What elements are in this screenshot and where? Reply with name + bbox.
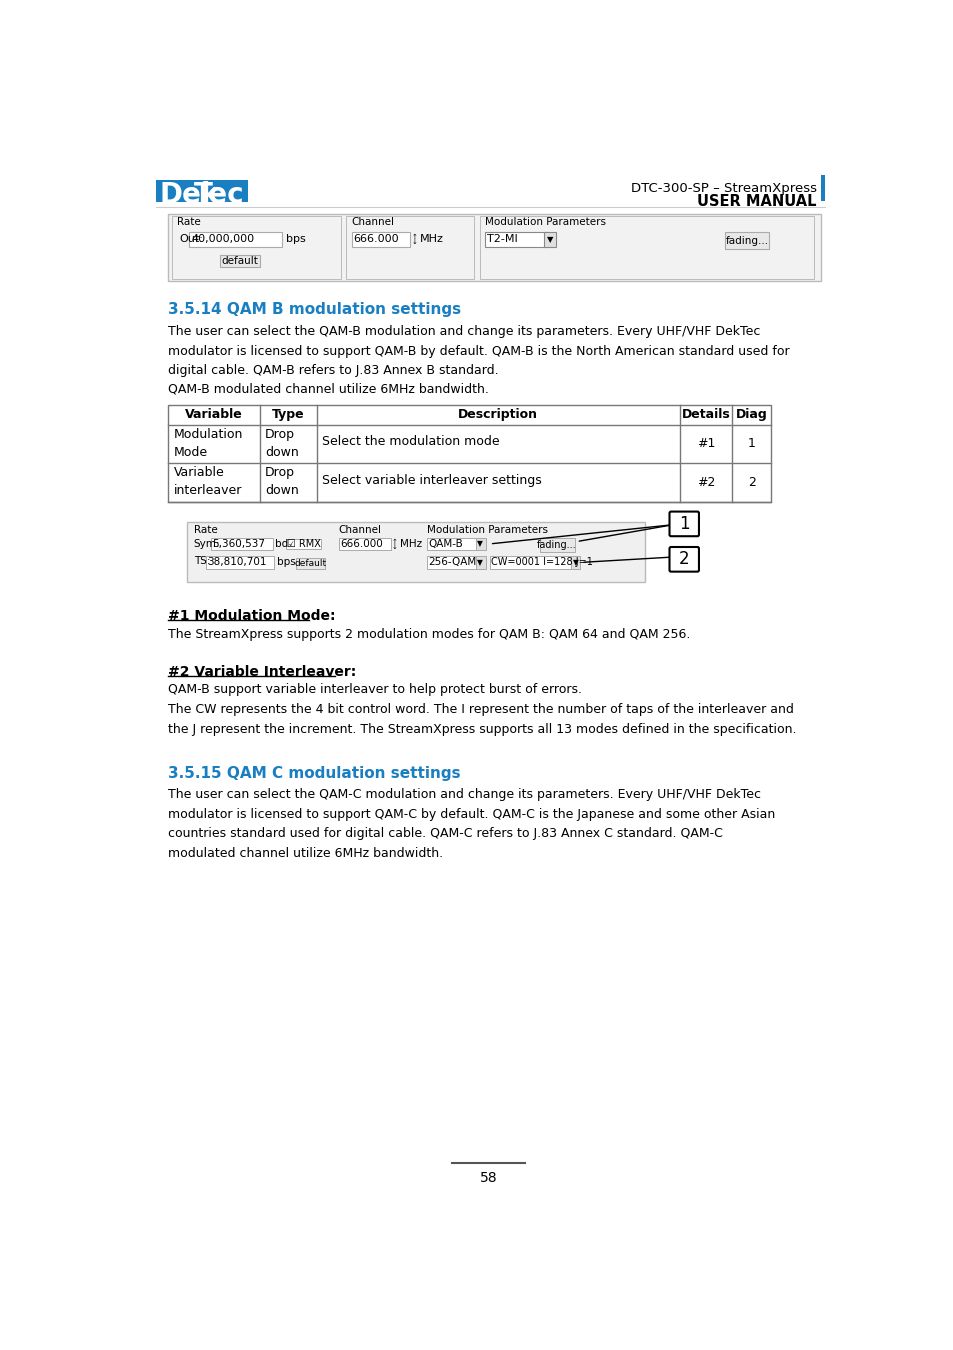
Text: bps: bps bbox=[286, 234, 305, 243]
Text: #1 Modulation Mode:: #1 Modulation Mode: bbox=[168, 609, 335, 624]
FancyBboxPatch shape bbox=[543, 232, 556, 247]
Text: DTC-300-SP – StreamXpress: DTC-300-SP – StreamXpress bbox=[630, 182, 816, 194]
Text: ▼: ▼ bbox=[572, 558, 578, 567]
Text: 2: 2 bbox=[679, 551, 689, 568]
FancyBboxPatch shape bbox=[346, 216, 474, 279]
Text: Drop
down: Drop down bbox=[265, 428, 298, 459]
Text: ↓: ↓ bbox=[392, 544, 397, 549]
Text: The StreamXpress supports 2 modulation modes for QAM B: QAM 64 and QAM 256.: The StreamXpress supports 2 modulation m… bbox=[168, 628, 690, 641]
FancyBboxPatch shape bbox=[211, 537, 273, 549]
Text: fading...: fading... bbox=[724, 235, 768, 246]
FancyBboxPatch shape bbox=[724, 232, 768, 248]
Text: bd: bd bbox=[274, 539, 288, 548]
Text: Modulation Parameters: Modulation Parameters bbox=[484, 217, 605, 227]
FancyBboxPatch shape bbox=[168, 213, 821, 281]
FancyBboxPatch shape bbox=[476, 556, 485, 568]
Text: ↓: ↓ bbox=[411, 239, 416, 244]
Text: 666.000: 666.000 bbox=[353, 234, 398, 243]
Text: Rate: Rate bbox=[193, 525, 217, 535]
FancyBboxPatch shape bbox=[427, 556, 479, 568]
Text: Details: Details bbox=[680, 408, 730, 421]
Text: 2: 2 bbox=[747, 475, 755, 489]
Text: Type: Type bbox=[272, 408, 304, 421]
FancyBboxPatch shape bbox=[484, 232, 548, 247]
Text: Variable
interleaver: Variable interleaver bbox=[173, 466, 242, 497]
Text: QAM-B: QAM-B bbox=[428, 539, 463, 548]
Text: bps: bps bbox=[276, 558, 295, 567]
Text: Select the modulation mode: Select the modulation mode bbox=[322, 435, 499, 448]
FancyBboxPatch shape bbox=[669, 512, 699, 536]
Text: 666.000: 666.000 bbox=[340, 539, 382, 548]
Text: MHz: MHz bbox=[419, 234, 443, 243]
Text: ▼: ▼ bbox=[476, 558, 483, 567]
Text: 38,810,701: 38,810,701 bbox=[208, 558, 267, 567]
Text: ▼: ▼ bbox=[546, 235, 553, 244]
FancyBboxPatch shape bbox=[220, 255, 260, 267]
Text: 256-QAM: 256-QAM bbox=[428, 558, 476, 567]
FancyBboxPatch shape bbox=[168, 405, 770, 502]
Text: 3.5.15 QAM C modulation settings: 3.5.15 QAM C modulation settings bbox=[168, 767, 460, 782]
FancyBboxPatch shape bbox=[352, 232, 410, 247]
Text: QAM-B support variable interleaver to help protect burst of errors.: QAM-B support variable interleaver to he… bbox=[168, 683, 581, 697]
Text: 1: 1 bbox=[747, 437, 755, 451]
Text: 3.5.14 QAM B modulation settings: 3.5.14 QAM B modulation settings bbox=[168, 302, 460, 317]
Text: Diag: Diag bbox=[735, 408, 767, 421]
FancyBboxPatch shape bbox=[286, 539, 320, 549]
FancyBboxPatch shape bbox=[489, 556, 575, 568]
Text: Out:: Out: bbox=[179, 234, 203, 243]
FancyBboxPatch shape bbox=[156, 181, 248, 202]
Text: Variable: Variable bbox=[185, 408, 242, 421]
Text: T2-MI: T2-MI bbox=[486, 234, 517, 243]
Text: 40,000,000: 40,000,000 bbox=[192, 234, 254, 243]
FancyBboxPatch shape bbox=[669, 547, 699, 571]
FancyBboxPatch shape bbox=[172, 216, 340, 279]
Text: Description: Description bbox=[457, 408, 537, 421]
Text: Select variable interleaver settings: Select variable interleaver settings bbox=[322, 474, 541, 487]
Text: 5,360,537: 5,360,537 bbox=[212, 539, 265, 548]
Text: MHz: MHz bbox=[399, 539, 421, 548]
Text: CW=0001 I=128 J=1: CW=0001 I=128 J=1 bbox=[491, 558, 593, 567]
Text: USER MANUAL: USER MANUAL bbox=[697, 193, 816, 208]
Text: QAM-B modulated channel utilize 6MHz bandwidth.: QAM-B modulated channel utilize 6MHz ban… bbox=[168, 383, 489, 396]
FancyBboxPatch shape bbox=[338, 537, 391, 549]
Text: ☑ RMX: ☑ RMX bbox=[287, 539, 321, 549]
Text: #2 Variable Interleaver:: #2 Variable Interleaver: bbox=[168, 664, 356, 679]
FancyBboxPatch shape bbox=[189, 232, 282, 247]
Text: Drop
down: Drop down bbox=[265, 466, 298, 497]
Text: ↑: ↑ bbox=[392, 539, 397, 545]
FancyBboxPatch shape bbox=[295, 558, 325, 568]
Text: ↑: ↑ bbox=[411, 235, 416, 240]
Text: The CW represents the 4 bit control word. The I represent the number of taps of : The CW represents the 4 bit control word… bbox=[168, 703, 796, 736]
FancyBboxPatch shape bbox=[476, 537, 485, 549]
Text: 58: 58 bbox=[479, 1170, 497, 1185]
Text: 1: 1 bbox=[679, 514, 689, 533]
Text: Channel: Channel bbox=[338, 525, 381, 535]
FancyBboxPatch shape bbox=[187, 522, 644, 582]
Text: Rate: Rate bbox=[177, 217, 201, 227]
Text: The user can select the QAM-C modulation and change its parameters. Every UHF/VH: The user can select the QAM-C modulation… bbox=[168, 788, 775, 860]
Text: #2: #2 bbox=[696, 475, 715, 489]
FancyBboxPatch shape bbox=[571, 556, 579, 568]
Text: Modulation
Mode: Modulation Mode bbox=[173, 428, 243, 459]
Text: fading...: fading... bbox=[537, 540, 577, 549]
Text: Channel: Channel bbox=[352, 217, 395, 227]
Text: The user can select the QAM-B modulation and change its parameters. Every UHF/VH: The user can select the QAM-B modulation… bbox=[168, 325, 789, 377]
Text: default: default bbox=[294, 559, 326, 567]
FancyBboxPatch shape bbox=[206, 556, 274, 568]
Text: Modulation Parameters: Modulation Parameters bbox=[427, 525, 547, 535]
Text: default: default bbox=[221, 256, 258, 266]
Text: ▼: ▼ bbox=[476, 540, 483, 548]
FancyBboxPatch shape bbox=[427, 537, 479, 549]
Text: Dek: Dek bbox=[159, 181, 220, 209]
FancyBboxPatch shape bbox=[479, 216, 814, 279]
Text: Sym:: Sym: bbox=[193, 539, 220, 548]
FancyBboxPatch shape bbox=[821, 176, 824, 201]
Text: #1: #1 bbox=[696, 437, 715, 451]
Text: Tec: Tec bbox=[193, 181, 244, 209]
FancyBboxPatch shape bbox=[539, 537, 575, 552]
Text: TS:: TS: bbox=[193, 556, 210, 566]
